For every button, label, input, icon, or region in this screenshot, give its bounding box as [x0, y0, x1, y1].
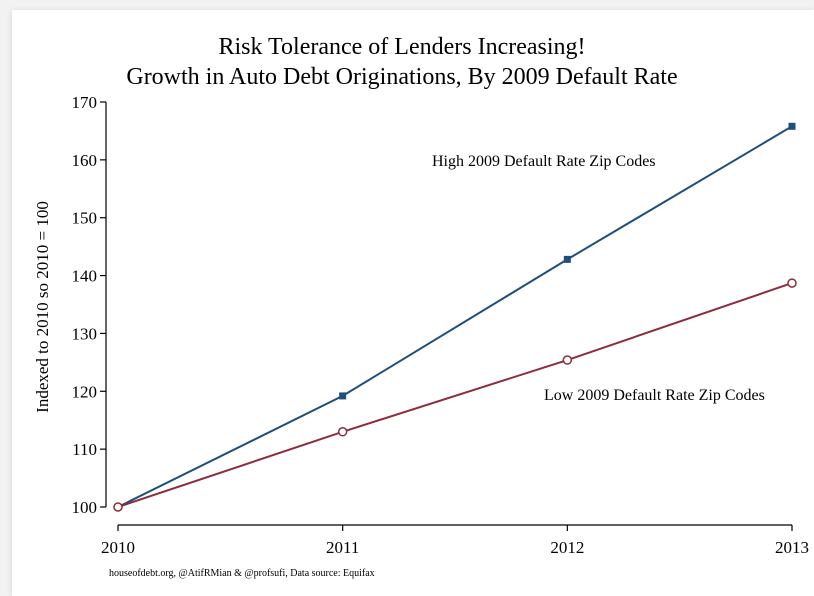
y-tick-label: 140	[72, 267, 98, 286]
line-chart: Risk Tolerance of Lenders Increasing! Gr…	[33, 34, 809, 579]
series-line-low	[117, 282, 793, 508]
data-point-low	[337, 427, 348, 437]
data-point-low	[787, 278, 797, 288]
y-ticks: 100 110 120 130 140 150 160 170	[72, 93, 106, 517]
x-tick-label: 2011	[326, 538, 359, 557]
series-line-high	[117, 125, 793, 508]
x-ticks: 2010 2011 2012 2013	[101, 525, 809, 557]
data-point-low	[562, 355, 573, 365]
x-tick-label: 2010	[101, 538, 135, 557]
series-label-high: High 2009 Default Rate Zip Codes	[432, 153, 656, 170]
chart-title-line-1: Risk Tolerance of Lenders Increasing!	[218, 34, 585, 60]
data-point-high	[339, 392, 347, 400]
chart-card: Risk Tolerance of Lenders Increasing! Gr…	[12, 10, 814, 596]
chart-title-line-2: Growth in Auto Debt Originations, By 200…	[126, 64, 677, 90]
y-tick-label: 110	[72, 440, 97, 459]
series-layer	[113, 122, 797, 512]
y-tick-label: 170	[72, 93, 98, 112]
data-point-high	[563, 255, 571, 263]
series-label-low: Low 2009 Default Rate Zip Codes	[544, 387, 765, 404]
y-tick-label: 160	[72, 151, 98, 170]
x-tick-label: 2012	[550, 538, 584, 557]
y-tick-label: 130	[72, 324, 98, 343]
data-point-low	[113, 502, 123, 512]
y-tick-label: 120	[72, 382, 98, 401]
x-tick-label: 2013	[775, 538, 809, 557]
y-tick-label: 100	[72, 498, 98, 517]
source-note: houseofdebt.org, @AtifRMian & @profsufi,…	[109, 568, 375, 579]
y-axis-label: Indexed to 2010 so 2010 = 100	[33, 201, 52, 413]
y-tick-label: 150	[72, 209, 98, 228]
data-point-high	[788, 122, 796, 130]
